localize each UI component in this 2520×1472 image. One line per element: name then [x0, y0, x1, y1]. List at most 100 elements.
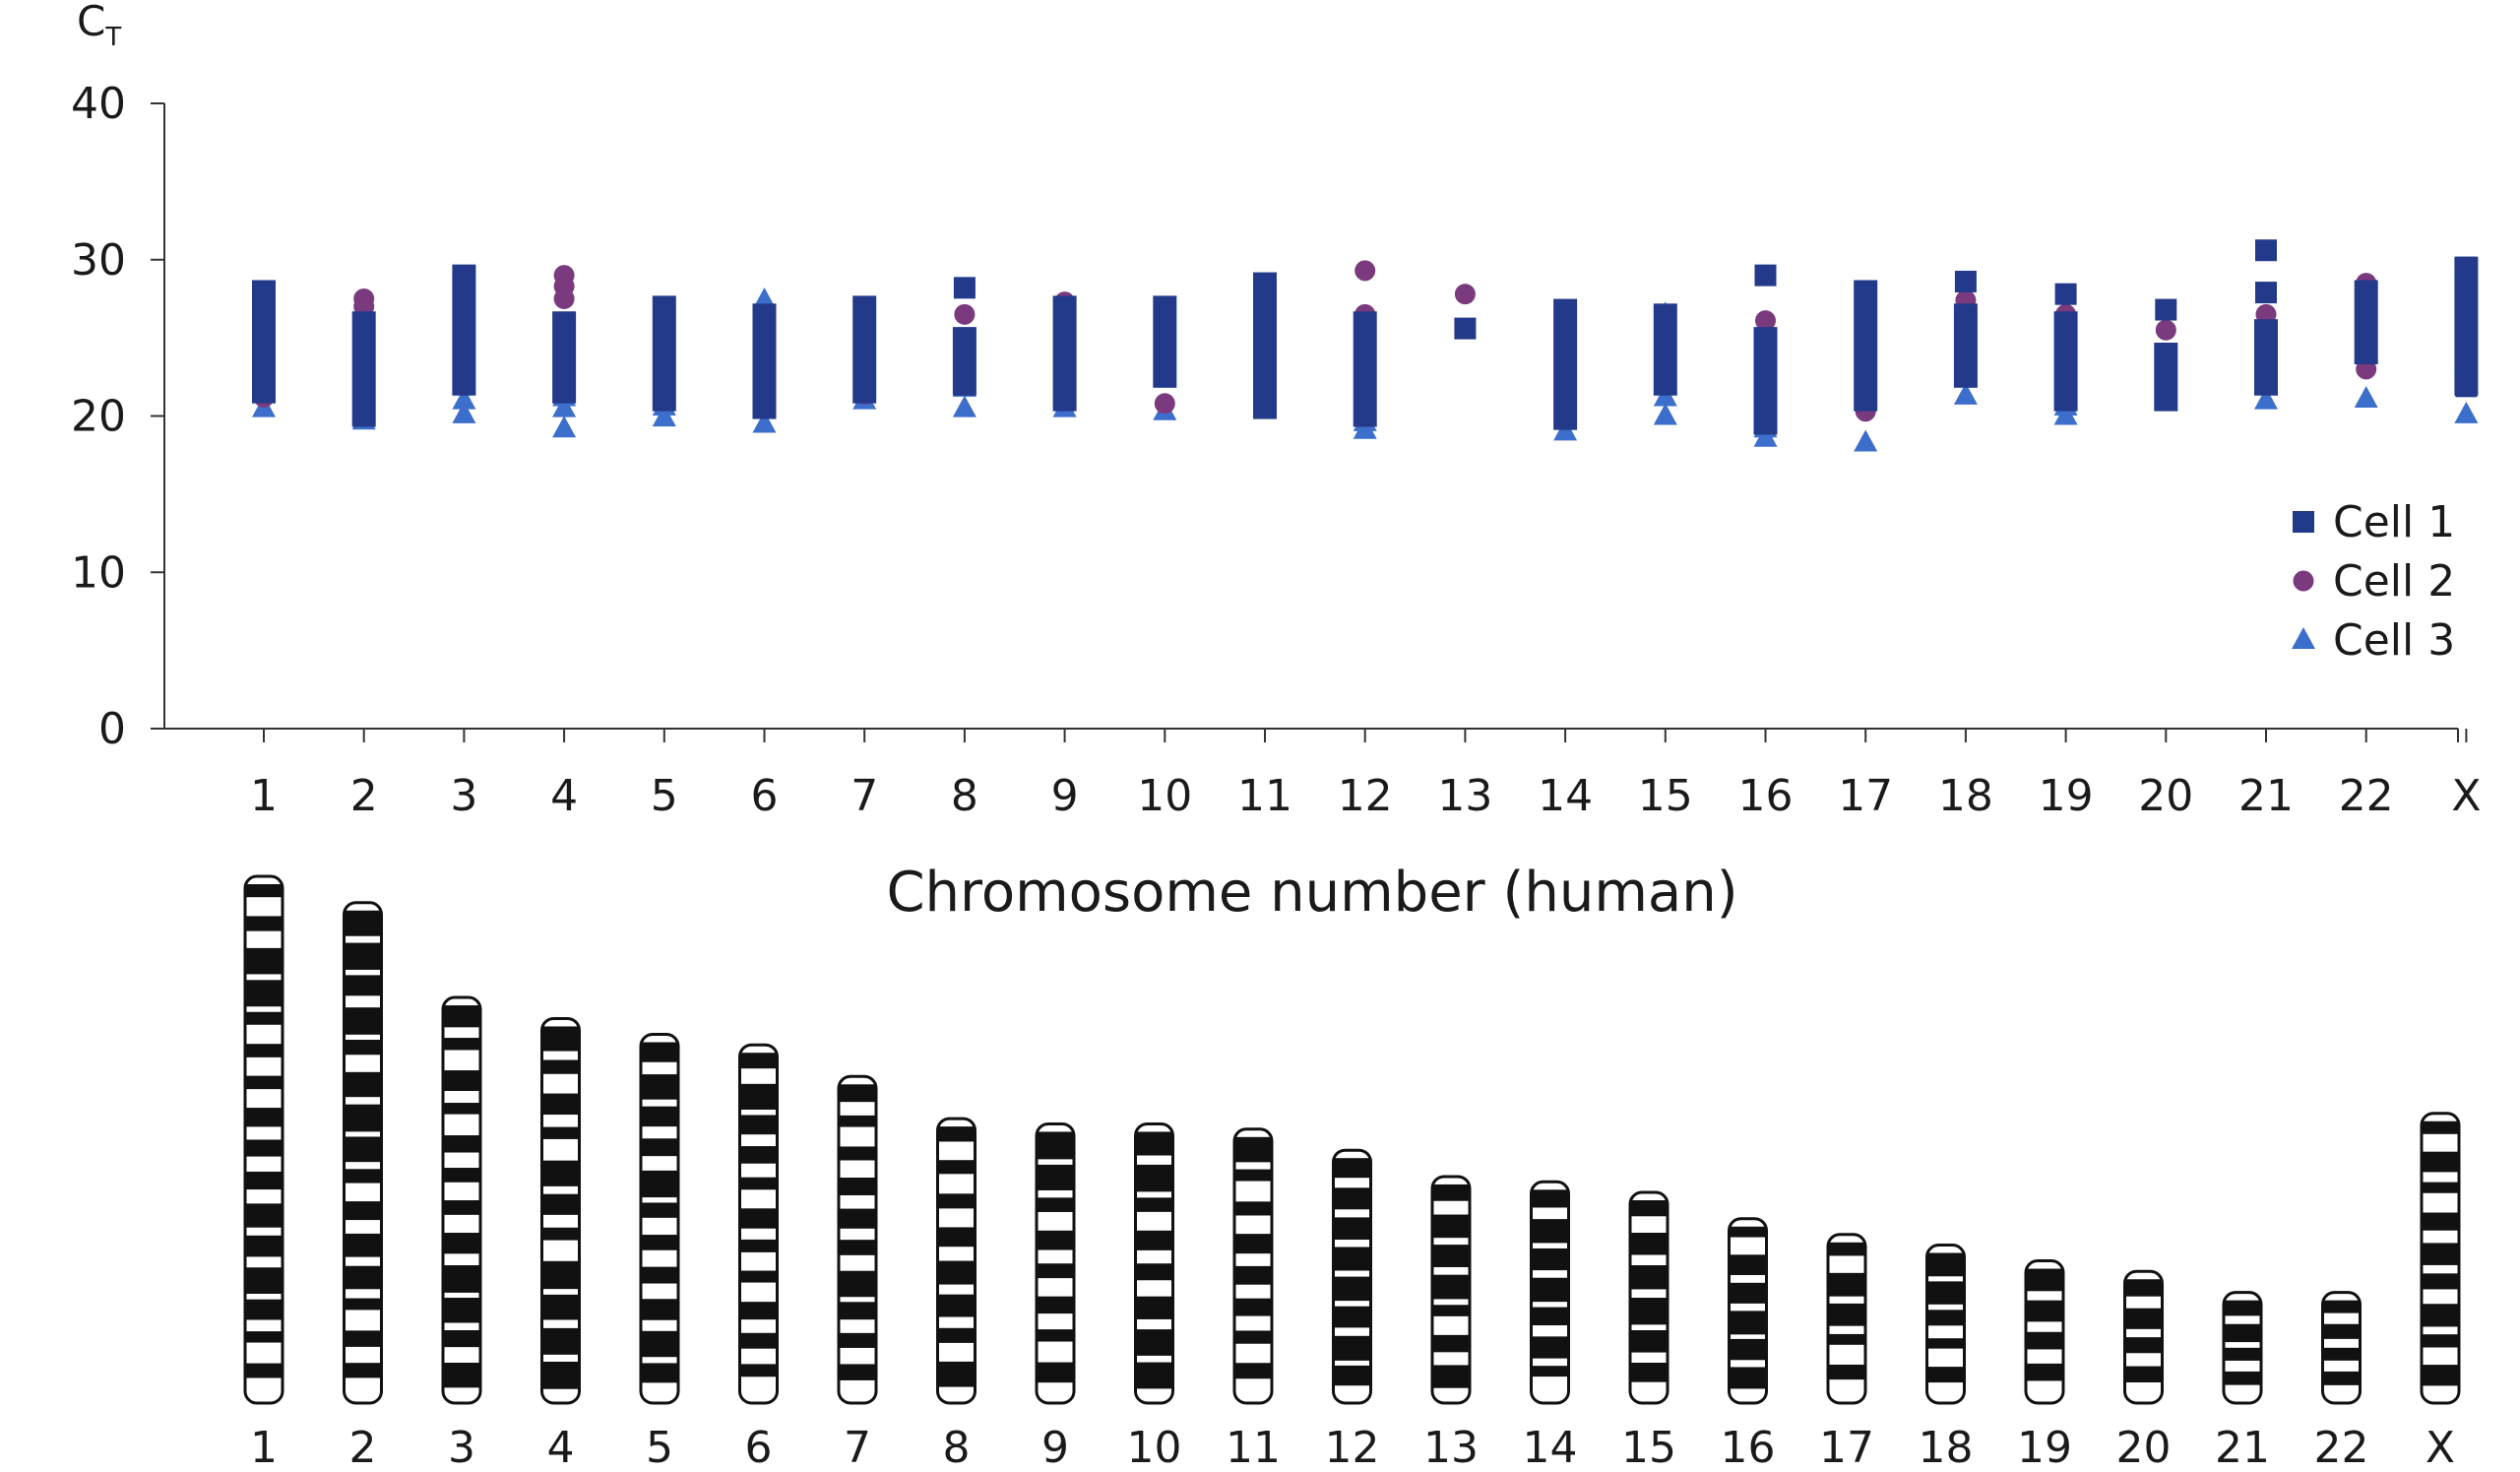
chromosome-band [246, 1363, 282, 1378]
legend-item: Cell 1 [2293, 497, 2455, 547]
data-point [2354, 386, 2378, 409]
chromosome-ideogram [1925, 1244, 1966, 1405]
data-point-cluster [351, 311, 376, 427]
karyotype-label: 13 [1423, 1423, 1479, 1472]
chromosome-band [246, 1331, 282, 1343]
chromosome-band [1235, 1298, 1271, 1316]
karyotype-label: 2 [349, 1423, 377, 1472]
legend-marker [2292, 627, 2315, 649]
chromosome-band [346, 1363, 380, 1378]
chromosome-band [2423, 1304, 2458, 1327]
chromosome-band [741, 1302, 776, 1320]
chromosome-band [840, 1115, 875, 1127]
data-point [2455, 375, 2478, 398]
data-point [752, 411, 777, 433]
x-tick-label: 7 [850, 771, 878, 821]
chromosome-band [246, 1044, 282, 1057]
legend: Cell 1 Cell 2 Cell 3 [2292, 497, 2455, 666]
x-tick-label: 19 [2039, 771, 2094, 821]
chromosome-band [1235, 1136, 1271, 1163]
chromosome-band [741, 1083, 776, 1110]
chromosome-band [346, 1298, 380, 1311]
chromosome-band [939, 1160, 974, 1175]
data-point [2155, 319, 2176, 341]
x-tick-labels: 1 2 3 4 5 6 7 8 9 10 11 12 13 14 15 16 17 18 19 20 21 22 X [250, 771, 2481, 821]
chromosome-band [2423, 1120, 2458, 1134]
legend-marker [2293, 570, 2314, 592]
chromosome-band [1335, 1306, 1369, 1328]
chromosome-band [246, 1075, 282, 1090]
data-point [452, 387, 476, 410]
data-point [1755, 310, 1776, 332]
data-point [452, 401, 476, 423]
chromosome-band [444, 1363, 479, 1388]
chromosome-band [1235, 1265, 1271, 1285]
x-tick-label: 9 [1051, 771, 1079, 821]
karyotype-label: 3 [448, 1423, 475, 1472]
chromosome-band [346, 1007, 380, 1035]
legend-marker [2293, 511, 2314, 533]
chromosome-band [346, 1201, 380, 1221]
chromosome-band [1335, 1217, 1369, 1241]
y-tick-label: 40 [71, 79, 126, 129]
data-point [1653, 403, 1677, 425]
chromosome-band [1137, 1296, 1171, 1319]
chromosome-band [1731, 1254, 1765, 1275]
chromosome-band [2126, 1366, 2161, 1382]
data-point-cluster [1953, 303, 1978, 388]
chromosome-band [543, 1160, 578, 1186]
chromosome-band [346, 1071, 380, 1098]
chromosome-ideogram [936, 1117, 976, 1405]
chromosome-band [444, 1070, 479, 1091]
chromosome-ideogram [1826, 1233, 1867, 1405]
chromosome-band [840, 1208, 875, 1229]
chromosome-band [642, 1299, 677, 1320]
chromosome-band [1335, 1276, 1369, 1302]
chromosome-band [1235, 1363, 1271, 1379]
data-point-cluster [1553, 298, 1578, 430]
x-tick-label: 11 [1237, 771, 1292, 821]
chromosome-band [642, 1330, 677, 1358]
chromosome-band [2423, 1365, 2458, 1386]
chromosome-band [1533, 1277, 1567, 1303]
chromosome-band [1137, 1230, 1171, 1250]
data-point [1154, 393, 1175, 415]
chromosome-band [543, 1327, 578, 1355]
data-point-cluster [1153, 295, 1177, 388]
chromosome-band [444, 1038, 479, 1051]
chromosome-band [1731, 1338, 1765, 1361]
data-point-cluster [1854, 280, 1878, 412]
chromosome-band [1038, 1329, 1073, 1342]
legend-item: Cell 2 [2293, 556, 2455, 607]
chromosome-band [1433, 1334, 1469, 1353]
karyotype-label: 6 [745, 1423, 773, 1472]
chromosome-band [642, 1202, 677, 1218]
chromosome-band [840, 1240, 875, 1255]
chromosome-band [444, 1103, 479, 1115]
chromosome-band [1829, 1242, 1864, 1256]
legend-item: Cell 3 [2292, 615, 2455, 666]
karyotype-label: 12 [1325, 1423, 1380, 1472]
karyotype-label: 20 [2116, 1423, 2172, 1472]
chromosome-band [2423, 1182, 2458, 1193]
chromosome-band [543, 1093, 578, 1116]
karyotype-label: 10 [1127, 1423, 1182, 1472]
karyotype-label: 7 [844, 1423, 871, 1472]
chromosome-band [246, 1139, 282, 1157]
chromosome-band [642, 1074, 677, 1100]
chromosome-band [346, 1265, 380, 1290]
chromosome-band [444, 1005, 479, 1028]
chromosome-band [246, 980, 282, 1007]
chromosome-band [1038, 1230, 1073, 1250]
data-point-cluster [1052, 295, 1077, 412]
data-point [552, 395, 577, 417]
data-point-cluster [1753, 327, 1778, 435]
karyotype-label: 8 [943, 1423, 971, 1472]
x-tick-label: X [2451, 771, 2481, 821]
chromosome-band [642, 1138, 677, 1157]
y-axis [151, 102, 2468, 742]
chromosome-ideogram [1728, 1217, 1768, 1405]
chromosome-band [1433, 1305, 1469, 1316]
chromosome-band [1137, 1329, 1171, 1356]
